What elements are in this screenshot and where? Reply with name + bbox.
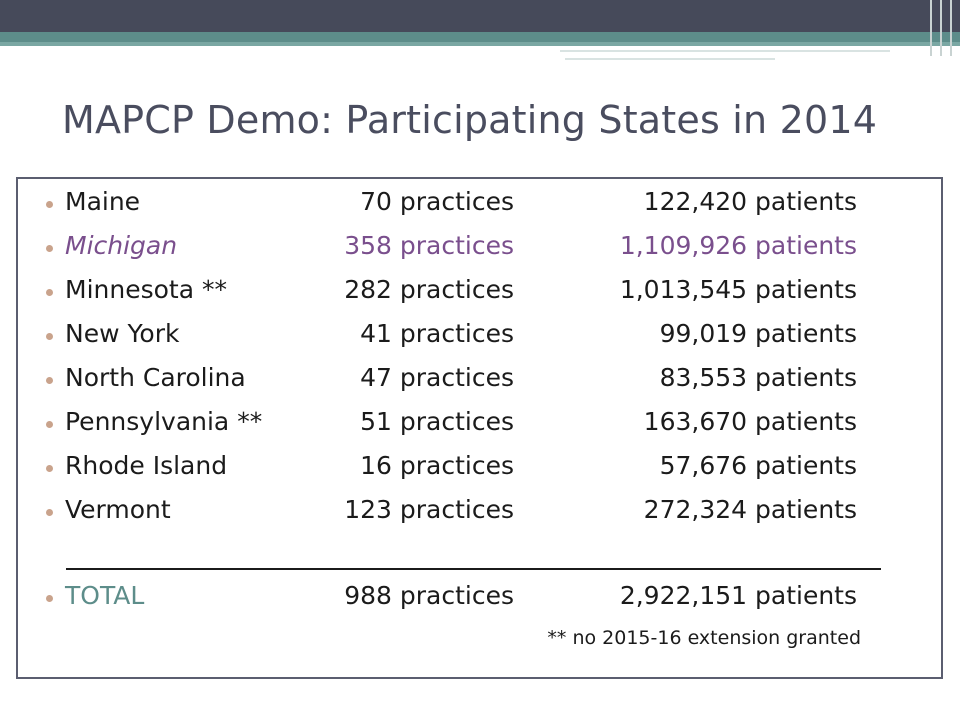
decorative-line	[940, 0, 942, 56]
state-name: Michigan	[65, 231, 178, 260]
patient-count: 1,013,545 patients	[619, 275, 857, 304]
header-accent-thin	[0, 42, 960, 46]
bullet-icon	[46, 201, 53, 208]
state-name: Maine	[65, 187, 141, 216]
bullet-icon	[46, 509, 53, 516]
bullet-icon	[46, 245, 53, 252]
bullet-icon	[46, 333, 53, 340]
list-item-vermont: Vermont 123 practices 272,324 patients	[18, 491, 943, 535]
decorative-line	[560, 50, 890, 52]
practice-count: 282 practices	[344, 275, 514, 304]
list-item-rhode-island: Rhode Island 16 practices 57,676 patient…	[18, 447, 943, 491]
practice-count: 16 practices	[360, 451, 514, 480]
total-patient-count: 2,922,151 patients	[619, 581, 857, 610]
practice-count: 51 practices	[360, 407, 514, 436]
list-item-minnesota: Minnesota ** 282 practices 1,013,545 pat…	[18, 271, 943, 315]
bullet-icon	[46, 595, 53, 602]
decorative-line	[565, 58, 775, 60]
state-name: Minnesota **	[65, 275, 227, 304]
bullet-icon	[46, 377, 53, 384]
patient-count: 272,324 patients	[643, 495, 857, 524]
bullet-icon	[46, 465, 53, 472]
state-name: Pennsylvania **	[65, 407, 263, 436]
state-name: Vermont	[65, 495, 171, 524]
list-item-pennsylvania: Pennsylvania ** 51 practices 163,670 pat…	[18, 403, 943, 447]
practice-count: 358 practices	[344, 231, 514, 260]
practice-count: 123 practices	[344, 495, 514, 524]
list-item-new-york: New York 41 practices 99,019 patients	[18, 315, 943, 359]
bullet-icon	[46, 421, 53, 428]
footnote: ** no 2015-16 extension granted	[547, 627, 861, 649]
practice-count: 47 practices	[360, 363, 514, 392]
patient-count: 83,553 patients	[659, 363, 857, 392]
total-separator-rule	[66, 568, 881, 570]
patient-count: 57,676 patients	[659, 451, 857, 480]
list-item-north-carolina: North Carolina 47 practices 83,553 patie…	[18, 359, 943, 403]
decorative-line	[950, 0, 952, 56]
list-item-michigan: Michigan 358 practices 1,109,926 patient…	[18, 227, 943, 271]
total-label: TOTAL	[65, 581, 145, 610]
patient-count: 99,019 patients	[659, 319, 857, 348]
patient-count: 1,109,926 patients	[619, 231, 857, 260]
state-name: Rhode Island	[65, 451, 228, 480]
practice-count: 41 practices	[360, 319, 514, 348]
patient-count: 122,420 patients	[643, 187, 857, 216]
list-item-maine: Maine 70 practices 122,420 patients	[18, 183, 943, 227]
state-name: North Carolina	[65, 363, 246, 392]
state-name: New York	[65, 319, 180, 348]
content-box: Maine 70 practices 122,420 patients Mich…	[16, 177, 943, 679]
slide-title: MAPCP Demo: Participating States in 2014	[62, 98, 878, 142]
patient-count: 163,670 patients	[643, 407, 857, 436]
decorative-line	[930, 0, 932, 56]
total-practice-count: 988 practices	[344, 581, 514, 610]
list-item-total: TOTAL 988 practices 2,922,151 patients	[18, 577, 943, 621]
header-accent-strip	[0, 32, 960, 42]
bullet-icon	[46, 289, 53, 296]
practice-count: 70 practices	[360, 187, 514, 216]
header-bar	[0, 0, 960, 32]
